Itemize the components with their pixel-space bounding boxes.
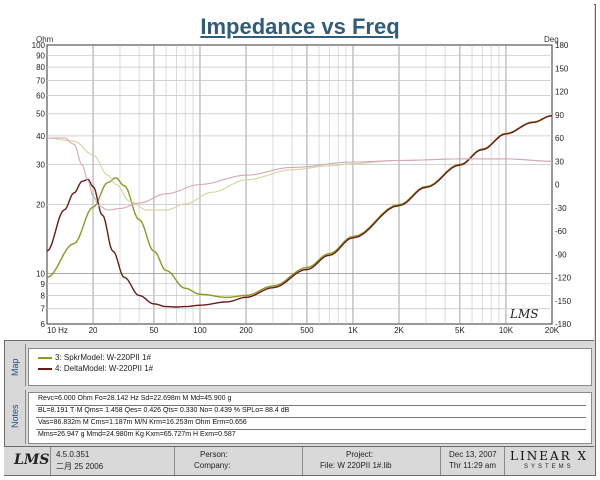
left-unit-label: Ohm: [36, 35, 54, 44]
y-left-tick-label: 100: [32, 41, 46, 50]
legend-label-deltamodel: 4: DeltaModel: W-220PII 1#: [55, 364, 154, 373]
y-right-tick-label: 150: [555, 64, 569, 73]
legend-box: [28, 348, 592, 386]
footer-divider-2: [174, 447, 175, 475]
impedance-chart: 10 Hz 20 50 100 200 500 1K 2K 5K 10K 20K1009080706…: [32, 35, 572, 335]
y-right-tick-label: -60: [555, 227, 567, 236]
footer-brand-sub: SYSTEMS: [524, 464, 574, 470]
legend-item-deltamodel: 4: DeltaModel: W-220PII 1#: [38, 364, 153, 373]
y-left-tick-label: 7: [41, 305, 46, 314]
x-tick-label: 200: [239, 326, 253, 335]
footer-divider-4: [440, 447, 441, 475]
footer-divider-3: [302, 447, 303, 475]
y-right-tick-label: -180: [555, 320, 572, 329]
y-left-tick-label: 6: [41, 320, 46, 329]
footer-company: Company:: [194, 461, 231, 470]
y-right-tick-label: -150: [555, 297, 572, 306]
y-right-tick-label: 120: [555, 88, 569, 97]
legend-swatch-spkrmodel: [38, 356, 52, 359]
note-line-1: Revc=6.000 Ohm Fo=28.142 Hz Sd=22.698m M…: [38, 395, 232, 402]
x-tick-label: 1K: [348, 326, 358, 335]
footer-divider-5: [504, 447, 505, 475]
legend-label-spkrmodel: 3: SpkrModel: W-220PII 1#: [55, 353, 151, 362]
legend-item-spkrmodel: 3: SpkrModel: W-220PII 1#: [38, 353, 151, 362]
lms-watermark: LMS: [509, 307, 538, 321]
x-tick-label: 500: [300, 326, 314, 335]
footer-build-date: 二月 25 2006: [56, 462, 104, 471]
y-left-tick-label: 60: [36, 92, 45, 101]
y-left-tick-label: 80: [36, 63, 45, 72]
y-left-tick-label: 9: [41, 280, 46, 289]
x-tick-label: 50: [149, 326, 158, 335]
y-left-tick-label: 40: [36, 132, 45, 141]
note-line-4: Mms=26.947 g Mmd=24.980m Kg Kxm=65.727m …: [38, 431, 236, 438]
x-tick-label: 20K: [545, 326, 560, 335]
legend-swatch-deltamodel: [38, 367, 52, 370]
note-line-2: BL=8.191 T·M Qms= 1.458 Qes= 0.426 Qts= …: [38, 407, 290, 414]
y-left-tick-label: 20: [36, 201, 45, 210]
y-left-tick-label: 90: [36, 51, 45, 60]
x-tick-label: 20: [89, 326, 98, 335]
note-rule-1: [36, 405, 586, 406]
series-line-1: [46, 115, 553, 308]
y-right-tick-label: 0: [555, 181, 560, 190]
y-right-tick-label: -30: [555, 204, 567, 213]
x-tick-label: 10K: [499, 326, 514, 335]
footer-brand: LINEAR X: [510, 449, 589, 463]
note-line-3: Vas=86.832m M Cms=1.187m M/N Krm=16.253m…: [38, 419, 247, 426]
plot-area: [46, 44, 553, 325]
y-right-tick-label: 90: [555, 111, 564, 120]
x-tick-label: 2K: [394, 326, 404, 335]
y-right-tick-label: -120: [555, 274, 572, 283]
x-tick-label: 100: [193, 326, 207, 335]
x-tick-label: 10 Hz: [47, 326, 68, 335]
y-left-tick-label: 10: [36, 269, 45, 278]
note-rule-2: [36, 417, 586, 418]
notes-box: [28, 392, 592, 444]
notes-side-bar: [5, 390, 26, 444]
footer-version: 4.5.0.351: [56, 450, 90, 459]
y-left-tick-label: 50: [36, 110, 45, 119]
series-line-3: [47, 137, 553, 211]
y-right-tick-label: 60: [555, 134, 564, 143]
y-right-tick-label: -90: [555, 250, 567, 259]
map-side-bar: [5, 344, 26, 386]
notes-label: Notes: [10, 404, 20, 428]
map-label: Map: [10, 358, 20, 376]
footer-lms-logo: LMS: [14, 452, 50, 468]
footer-date: Dec 13, 2007: [449, 450, 497, 459]
chart-ticks: 10 Hz 20 50 100 200 500 1K 2K 5K 10K 20K1009080706…: [32, 41, 572, 335]
y-right-tick-label: 180: [555, 41, 569, 50]
note-rule-3: [36, 429, 586, 430]
y-left-tick-label: 8: [41, 291, 46, 300]
y-right-tick-label: 30: [555, 157, 564, 166]
footer-time: Thr 11:29 am: [449, 461, 496, 470]
footer-person: Person:: [200, 450, 228, 459]
footer-divider-1: [50, 447, 51, 475]
y-left-tick-label: 70: [36, 76, 45, 85]
chart-title: Impedance vs Freq: [200, 14, 400, 39]
x-tick-label: 5K: [455, 326, 465, 335]
chart-grid: [46, 44, 553, 325]
chart-curves: [46, 115, 553, 308]
right-unit-label: Deg: [544, 35, 559, 44]
footer-file: File: W 220PII 1#.lib: [320, 461, 392, 470]
footer-project: Project:: [346, 450, 374, 459]
footer-bar: LMS 4.5.0.351 二月 25 2006 Person: Company…: [4, 446, 594, 475]
y-left-tick-label: 30: [36, 160, 45, 169]
